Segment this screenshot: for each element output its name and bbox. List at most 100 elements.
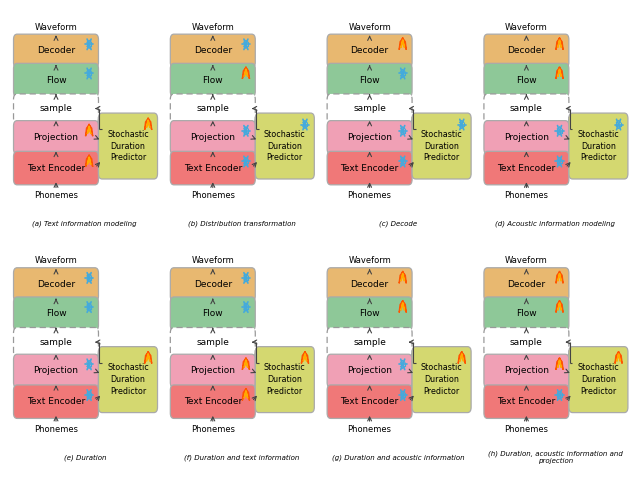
Text: sample: sample: [353, 104, 386, 113]
Text: Projection: Projection: [504, 366, 549, 375]
Text: Decoder: Decoder: [37, 280, 75, 289]
FancyBboxPatch shape: [13, 297, 99, 331]
Text: Stochastic
Duration
Predictor: Stochastic Duration Predictor: [264, 130, 306, 163]
Text: Waveform: Waveform: [191, 256, 234, 265]
Text: (d) Acoustic information modeling: (d) Acoustic information modeling: [495, 221, 615, 227]
Text: Projection: Projection: [504, 133, 549, 142]
Text: sample: sample: [196, 104, 229, 113]
Text: Text Encoder: Text Encoder: [340, 164, 399, 172]
Text: Phonemes: Phonemes: [191, 191, 235, 200]
Polygon shape: [303, 353, 307, 361]
Text: Text Encoder: Text Encoder: [184, 164, 242, 172]
FancyBboxPatch shape: [412, 113, 471, 179]
Polygon shape: [558, 273, 561, 281]
Text: Phonemes: Phonemes: [348, 191, 392, 200]
Polygon shape: [88, 126, 91, 134]
FancyBboxPatch shape: [13, 354, 99, 388]
FancyBboxPatch shape: [13, 94, 99, 123]
FancyBboxPatch shape: [484, 63, 569, 97]
FancyBboxPatch shape: [99, 113, 157, 179]
Text: Flow: Flow: [45, 309, 67, 318]
FancyBboxPatch shape: [327, 297, 412, 331]
FancyBboxPatch shape: [170, 297, 255, 331]
Polygon shape: [460, 353, 463, 361]
Text: sample: sample: [40, 104, 72, 113]
Text: Stochastic
Duration
Predictor: Stochastic Duration Predictor: [577, 363, 620, 396]
Text: Decoder: Decoder: [508, 46, 545, 55]
Text: Phonemes: Phonemes: [504, 425, 548, 434]
Polygon shape: [243, 357, 250, 370]
Polygon shape: [399, 271, 406, 283]
Text: (a) Text information modeling: (a) Text information modeling: [33, 221, 137, 227]
FancyBboxPatch shape: [13, 34, 99, 68]
Text: Phonemes: Phonemes: [348, 425, 392, 434]
FancyBboxPatch shape: [13, 328, 99, 357]
Text: Waveform: Waveform: [348, 23, 391, 32]
FancyBboxPatch shape: [170, 94, 255, 123]
Text: Flow: Flow: [359, 309, 380, 318]
Text: Stochastic
Duration
Predictor: Stochastic Duration Predictor: [264, 363, 306, 396]
Polygon shape: [86, 155, 93, 167]
FancyBboxPatch shape: [484, 328, 569, 357]
FancyBboxPatch shape: [13, 151, 99, 185]
Polygon shape: [145, 118, 152, 130]
FancyBboxPatch shape: [99, 346, 157, 413]
Polygon shape: [399, 37, 406, 50]
FancyBboxPatch shape: [13, 63, 99, 97]
Text: (h) Duration, acoustic information and
projection: (h) Duration, acoustic information and p…: [488, 451, 623, 464]
FancyBboxPatch shape: [327, 328, 412, 357]
Polygon shape: [244, 390, 248, 398]
Text: (b) Distribution transformation: (b) Distribution transformation: [188, 221, 296, 227]
Text: Text Encoder: Text Encoder: [184, 397, 242, 406]
Text: Flow: Flow: [45, 76, 67, 84]
Polygon shape: [401, 40, 404, 48]
Text: Stochastic
Duration
Predictor: Stochastic Duration Predictor: [107, 363, 149, 396]
Text: Stochastic
Duration
Predictor: Stochastic Duration Predictor: [577, 130, 620, 163]
FancyBboxPatch shape: [13, 385, 99, 418]
Polygon shape: [88, 157, 91, 165]
Polygon shape: [244, 360, 248, 368]
Text: Decoder: Decoder: [194, 46, 232, 55]
Polygon shape: [556, 37, 563, 50]
Polygon shape: [558, 69, 561, 77]
Text: Projection: Projection: [347, 133, 392, 142]
FancyBboxPatch shape: [13, 121, 99, 154]
FancyBboxPatch shape: [170, 385, 255, 418]
Text: Text Encoder: Text Encoder: [497, 397, 556, 406]
Polygon shape: [558, 40, 561, 48]
FancyBboxPatch shape: [170, 354, 255, 388]
Text: Flow: Flow: [202, 76, 223, 84]
Text: Flow: Flow: [359, 76, 380, 84]
Polygon shape: [145, 351, 152, 363]
FancyBboxPatch shape: [170, 328, 255, 357]
FancyBboxPatch shape: [569, 113, 628, 179]
FancyBboxPatch shape: [170, 151, 255, 185]
Text: (f) Duration and text information: (f) Duration and text information: [184, 454, 300, 461]
Polygon shape: [243, 67, 250, 79]
Text: Decoder: Decoder: [508, 280, 545, 289]
Polygon shape: [617, 353, 620, 361]
Polygon shape: [399, 300, 406, 313]
FancyBboxPatch shape: [327, 354, 412, 388]
Text: Stochastic
Duration
Predictor: Stochastic Duration Predictor: [420, 130, 463, 163]
Text: (g) Duration and acoustic information: (g) Duration and acoustic information: [332, 454, 465, 461]
Text: Decoder: Decoder: [351, 46, 388, 55]
FancyBboxPatch shape: [170, 34, 255, 68]
Text: Phonemes: Phonemes: [34, 425, 78, 434]
FancyBboxPatch shape: [412, 346, 471, 413]
Polygon shape: [401, 273, 404, 281]
Polygon shape: [243, 388, 250, 401]
Text: sample: sample: [196, 338, 229, 347]
Text: Waveform: Waveform: [191, 23, 234, 32]
Text: Phonemes: Phonemes: [504, 191, 548, 200]
Text: sample: sample: [40, 338, 72, 347]
FancyBboxPatch shape: [484, 268, 569, 301]
Text: Projection: Projection: [347, 366, 392, 375]
FancyBboxPatch shape: [484, 94, 569, 123]
Polygon shape: [556, 271, 563, 283]
Text: Stochastic
Duration
Predictor: Stochastic Duration Predictor: [420, 363, 463, 396]
Text: Projection: Projection: [33, 133, 79, 142]
Text: Projection: Projection: [33, 366, 79, 375]
FancyBboxPatch shape: [484, 354, 569, 388]
FancyBboxPatch shape: [255, 346, 314, 413]
